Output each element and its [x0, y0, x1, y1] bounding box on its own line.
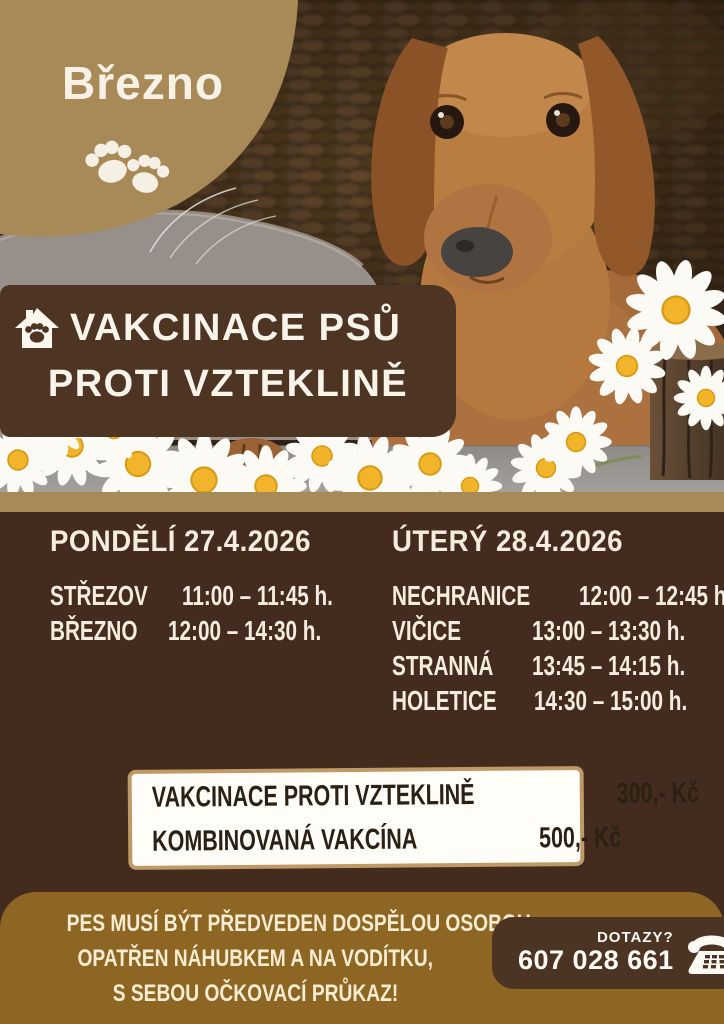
contact-label: DOTAZY?: [596, 928, 674, 946]
price-row: KOMBINOVANÁ VAKCÍNA 500,- Kč: [152, 818, 622, 862]
tuesday-schedule: ÚTERÝ 28.4.2026 NECHRANICE 12:00 – 12:45…: [392, 522, 724, 718]
house-paw-icon: [15, 308, 59, 348]
brezno-logo: Březno: [62, 57, 224, 109]
schedule-row: NECHRANICE 12:00 – 12:45 h.: [392, 578, 724, 613]
price-value: 500,- Kč: [539, 821, 622, 854]
footer-section: PES MUSÍ BÝT PŘEDVEDEN DOSPĚLOU OSOBOU, …: [0, 892, 724, 1024]
place-label: HOLETICE: [392, 684, 497, 716]
time-label: 13:00 – 13:30 h.: [532, 614, 686, 646]
dog-photo-illustration: [0, 0, 724, 570]
dog-photo: [0, 0, 724, 570]
logo-blob: [0, 0, 298, 237]
footer-line: PES MUSÍ BÝT PŘEDVEDEN DOSPĚLOU OSOBOU,: [66, 910, 537, 937]
price-label: KOMBINOVANÁ VAKCÍNA: [152, 822, 418, 858]
monday-heading: PONDĚLÍ 27.4.2026: [50, 525, 311, 558]
contact-phone-number: 607 028 661: [518, 945, 674, 976]
time-label: 11:00 – 11:45 h.: [182, 579, 334, 611]
price-row: VAKCINACE PROTI VZTEKLINĚ 300,- Kč: [151, 774, 700, 818]
price-label: VAKCINACE PROTI VZTEKLINĚ: [151, 778, 475, 814]
poster-title-line1: VAKCINACE PSŮ: [70, 306, 402, 349]
poster-title-line2: PROTI VZTEKLINĚ: [47, 363, 409, 405]
monday-schedule: PONDĚLÍ 27.4.2026 STŘEZOV 11:00 – 11:45 …: [50, 522, 360, 648]
price-box: VAKCINACE PROTI VZTEKLINĚ 300,- Kč KOMBI…: [127, 766, 700, 870]
tan-divider-strip: [0, 492, 724, 512]
time-label: 14:30 – 15:00 h.: [533, 684, 687, 716]
schedule-row: BŘEZNO 12:00 – 14:30 h.: [50, 613, 360, 648]
schedule-row: VIČICE 13:00 – 13:30 h.: [392, 613, 724, 648]
schedule-row: STRANNÁ 13:45 – 14:15 h.: [392, 648, 724, 683]
contact-box: DOTAZY? 607 028 661: [492, 917, 724, 989]
footer-line: OPATŘEN NÁHUBKEM A NA VODÍTKU,: [77, 945, 433, 972]
time-label: 12:00 – 12:45 h.: [578, 579, 724, 611]
place-label: NECHRANICE: [392, 579, 531, 611]
place-label: STŘEZOV: [50, 579, 148, 611]
tuesday-heading: ÚTERÝ 28.4.2026: [392, 525, 623, 558]
price-value: 300,- Kč: [616, 776, 700, 810]
time-label: 13:45 – 14:15 h.: [532, 649, 686, 681]
schedule-row: STŘEZOV 11:00 – 11:45 h.: [50, 578, 360, 613]
footer-line: S SEBOU OČKOVACÍ PRŮKAZ!: [112, 980, 398, 1007]
time-label: 12:00 – 14:30 h.: [168, 614, 322, 646]
schedule-row: HOLETICE 14:30 – 15:00 h.: [392, 683, 724, 718]
place-label: BŘEZNO: [50, 614, 138, 646]
place-label: STRANNÁ: [392, 649, 494, 681]
title-banner: VAKCINACE PSŮ PROTI VZTEKLINĚ: [0, 285, 456, 437]
phone-icon: [687, 935, 724, 974]
footer-notice: PES MUSÍ BÝT PŘEDVEDEN DOSPĚLOU OSOBOU, …: [8, 906, 536, 1011]
place-label: VIČICE: [392, 614, 462, 646]
